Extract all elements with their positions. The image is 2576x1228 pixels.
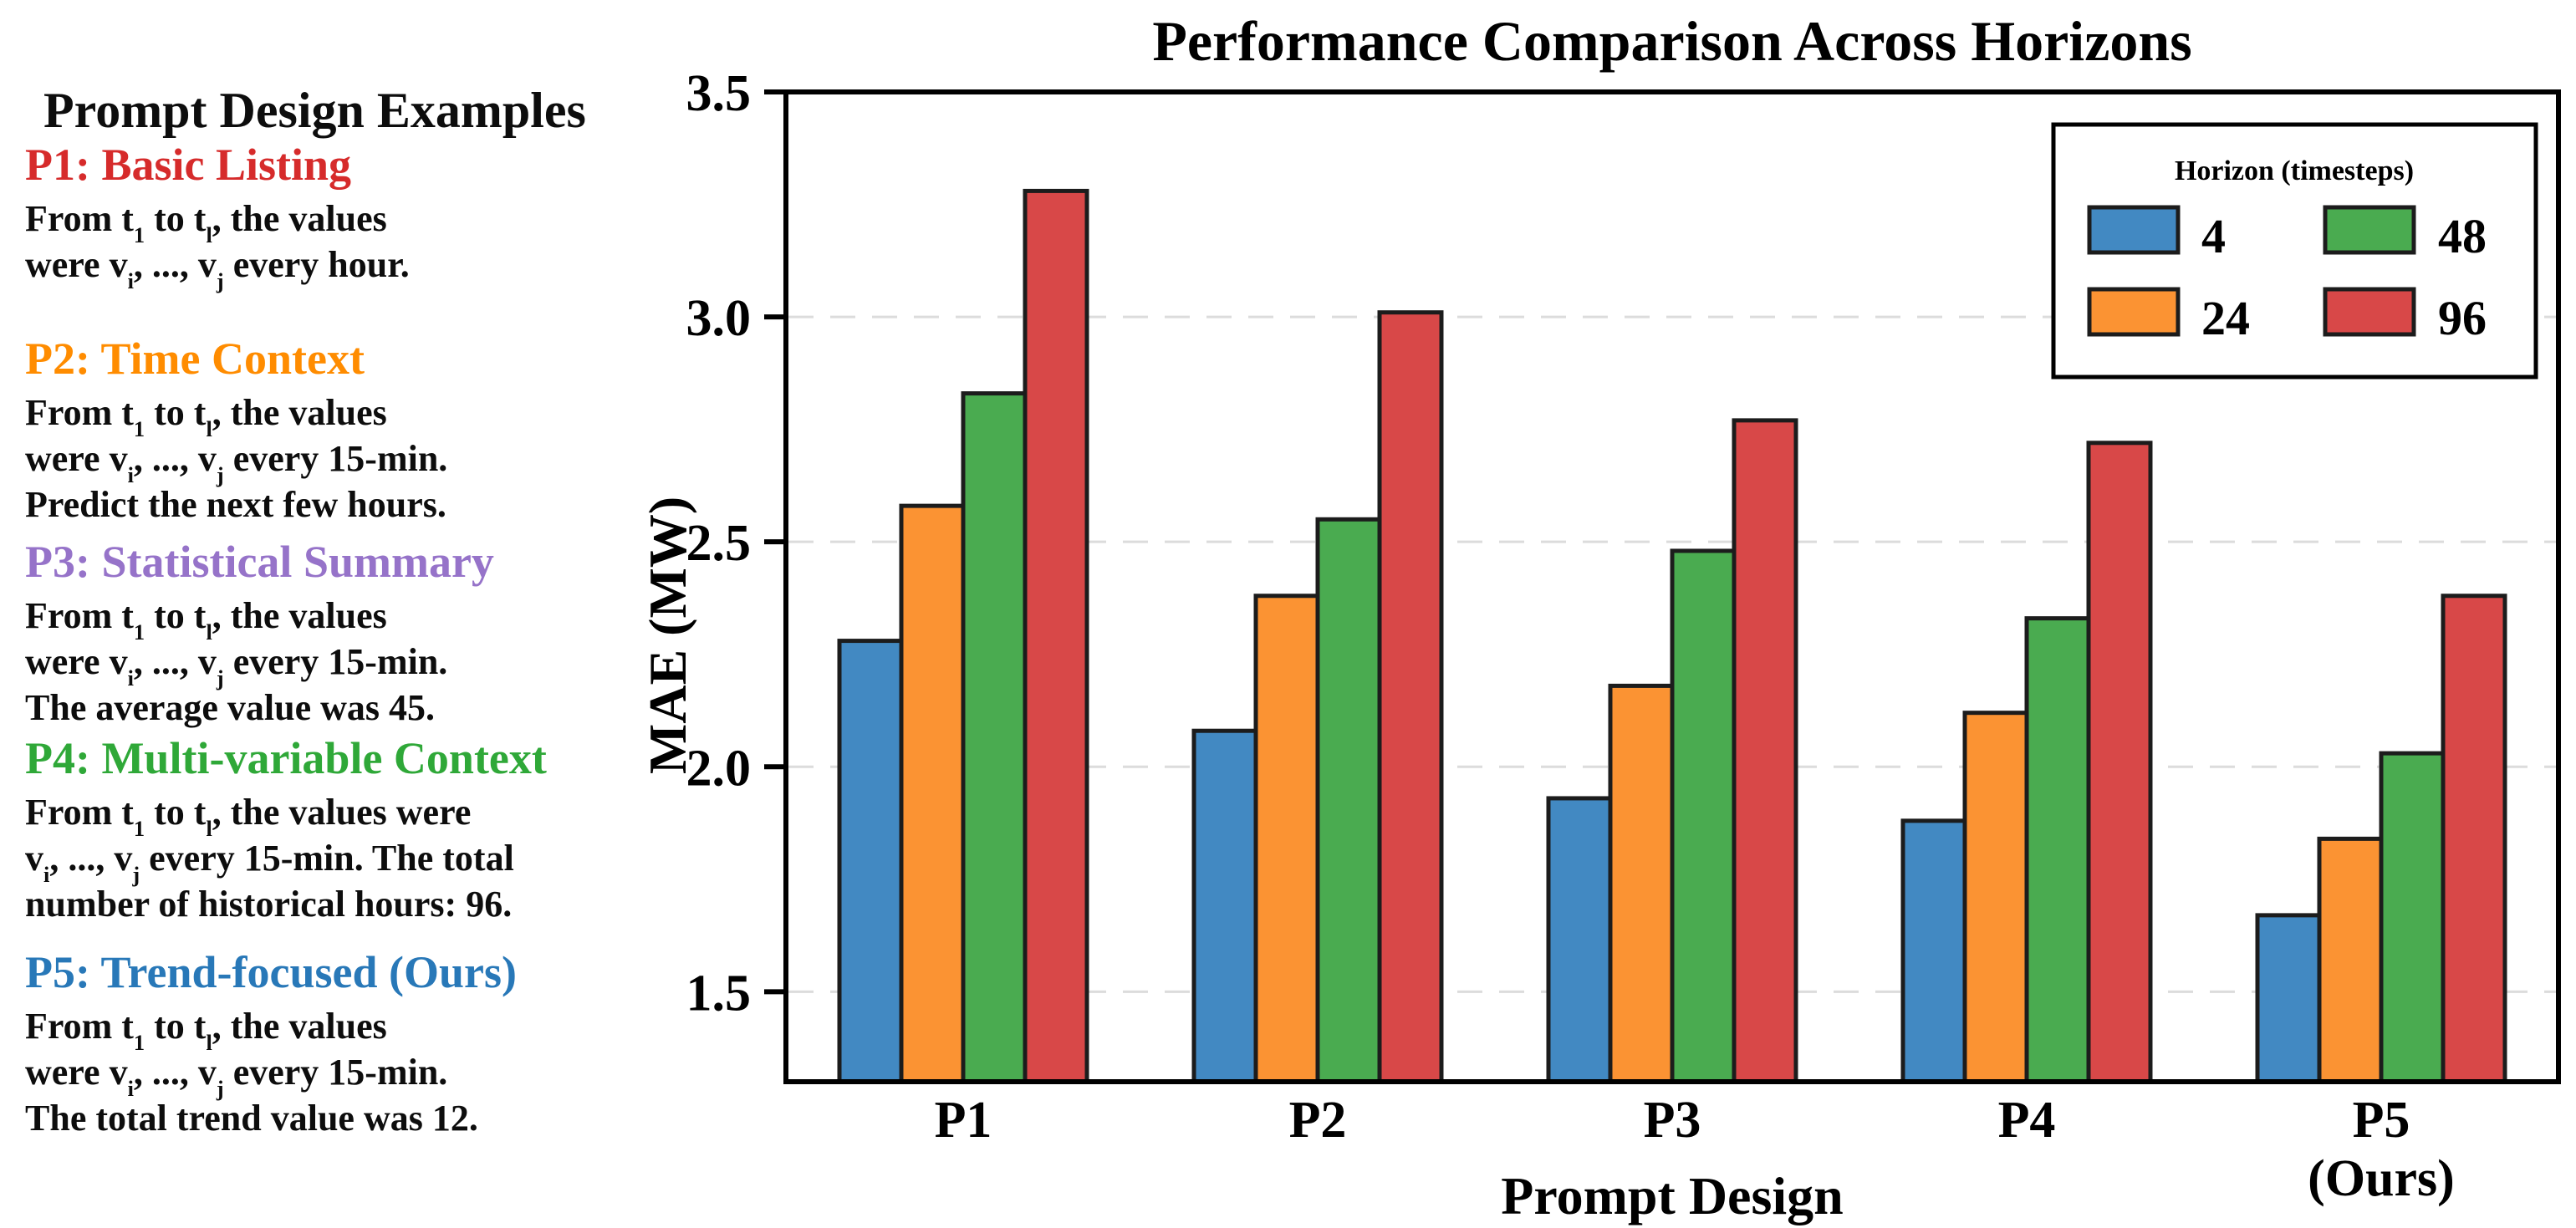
legend: Horizon (timesteps) 4 24 48 96 bbox=[2051, 122, 2538, 380]
bar-p2-h96 bbox=[1377, 310, 1444, 1084]
xtick-label-p1: P1 bbox=[935, 1092, 992, 1149]
bar-p4-h48 bbox=[2024, 616, 2091, 1084]
prompt-heading-p4: P4: Multi-variable Context bbox=[25, 733, 547, 783]
prompt-block-p4: P4: Multi-variable Context From t1 to tl,… bbox=[25, 734, 761, 927]
prompt-body-p2: From t1 to tl, the values were vi, ..., v… bbox=[25, 392, 448, 525]
xtick-label-p5-line2: (Ours) bbox=[2308, 1150, 2455, 1207]
prompt-heading-p2: P2: Time Context bbox=[25, 334, 365, 384]
xtick-label-p3: P3 bbox=[1644, 1092, 1701, 1149]
bar-p4-h4 bbox=[1900, 818, 1967, 1084]
prompt-body-p1: From t1 to tl, the values were vi, ..., v… bbox=[25, 198, 410, 293]
bar-p3-h4 bbox=[1546, 796, 1613, 1084]
prompt-heading-p3: P3: Statistical Summary bbox=[25, 537, 494, 587]
legend-label-4: 4 bbox=[2201, 209, 2226, 263]
bars bbox=[837, 188, 2507, 1084]
plot-border bbox=[783, 89, 2561, 1084]
bar-p1-h24 bbox=[899, 503, 966, 1084]
prompt-block-p2: P2: Time Context From t1 to tl, the value… bbox=[25, 334, 761, 527]
x-axis-label: Prompt Design bbox=[1501, 1166, 1843, 1225]
legend-swatch-48 bbox=[2323, 205, 2416, 255]
legend-items: 4 24 48 96 bbox=[2087, 205, 2487, 345]
prompt-heading-p5: P5: Trend-focused (Ours) bbox=[25, 947, 517, 997]
legend-swatch-96 bbox=[2323, 287, 2416, 337]
ytick-label-2.5: 2.5 bbox=[686, 515, 752, 572]
legend-label-48: 48 bbox=[2438, 209, 2487, 263]
ytick-label-3.5: 3.5 bbox=[686, 65, 752, 122]
bar-p3-h48 bbox=[1670, 548, 1737, 1084]
xtick-label-p5: P5 bbox=[2353, 1092, 2410, 1149]
bar-p5-h48 bbox=[2379, 751, 2446, 1084]
legend-label-24: 24 bbox=[2201, 291, 2250, 345]
prompt-block-p1: P1: Basic Listing From t1 to tl, the valu… bbox=[25, 140, 761, 293]
bar-p1-h48 bbox=[961, 391, 1028, 1084]
chart-title: Performance Comparison Across Horizons bbox=[1152, 9, 2191, 73]
prompt-body-p3: From t1 to tl, the values were vi, ..., v… bbox=[25, 595, 448, 728]
prompt-block-p5: P5: Trend-focused (Ours) From t1 to tl, t… bbox=[25, 948, 761, 1141]
ytick-label-3: 3.0 bbox=[686, 290, 752, 347]
bar-p2-h24 bbox=[1253, 594, 1320, 1084]
legend-label-96: 96 bbox=[2438, 291, 2487, 345]
bar-p4-h96 bbox=[2086, 441, 2153, 1084]
ytick-label-2: 2.0 bbox=[686, 740, 752, 797]
prompt-block-p3: P3: Statistical Summary From t1 to tl, th… bbox=[25, 538, 761, 731]
bar-p5-h24 bbox=[2317, 836, 2384, 1084]
xtick-label-p2: P2 bbox=[1289, 1092, 1347, 1149]
bar-p5-h96 bbox=[2441, 594, 2507, 1084]
bar-p4-h24 bbox=[1962, 711, 2029, 1084]
y-axis-label: MAE (MW) bbox=[638, 497, 697, 774]
bar-p2-h4 bbox=[1191, 728, 1258, 1084]
bar-p1-h4 bbox=[837, 639, 904, 1084]
bar-p3-h24 bbox=[1608, 683, 1675, 1084]
bar-p3-h96 bbox=[1732, 418, 1798, 1084]
bar-p1-h96 bbox=[1023, 188, 1089, 1084]
legend-swatch-24 bbox=[2087, 287, 2181, 337]
legend-swatch-4 bbox=[2087, 205, 2181, 255]
legend-title: Horizon (timesteps) bbox=[2175, 155, 2414, 186]
x-axis: P1 P2 P3 P4 P5(Ours) bbox=[935, 1092, 2455, 1207]
prompt-examples-panel: Prompt Design Examples P1: Basic Listing… bbox=[0, 0, 786, 1228]
prompt-body-p5: From t1 to tl, the values were vi, ..., v… bbox=[25, 1006, 478, 1139]
xtick-label-p4: P4 bbox=[1998, 1092, 2056, 1149]
bar-p5-h4 bbox=[2255, 913, 2322, 1084]
bar-p2-h48 bbox=[1315, 517, 1382, 1084]
y-axis: 1.5 2.0 2.5 3.0 3.5 bbox=[686, 65, 786, 1022]
prompt-heading-p1: P1: Basic Listing bbox=[25, 140, 352, 190]
ytick-label-1.5: 1.5 bbox=[686, 965, 752, 1022]
panel-title: Prompt Design Examples bbox=[43, 83, 586, 138]
prompt-body-p4: From t1 to tl, the values were vi, ..., v… bbox=[25, 792, 514, 925]
